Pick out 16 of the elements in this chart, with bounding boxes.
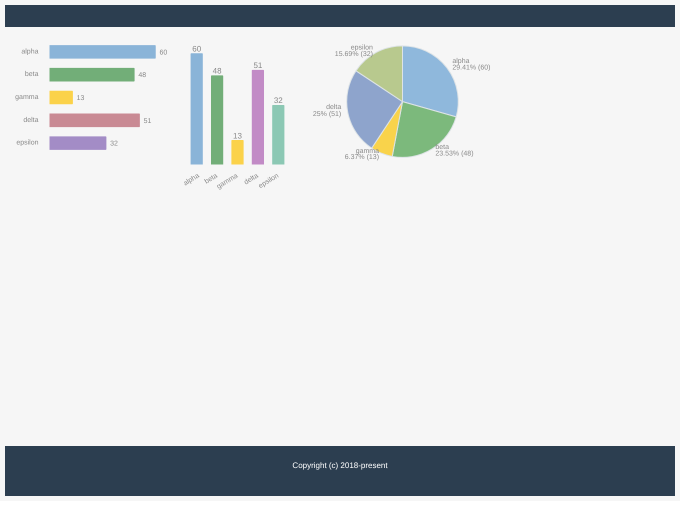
data-label: 13 [233,131,242,140]
data-label: 32 [274,96,284,106]
bar [50,45,156,59]
bar [190,53,203,164]
text: Copyright (c) 2018-present [292,460,388,472]
bar [50,90,73,104]
bar [231,140,244,164]
data-label: 51 [253,61,263,70]
bar [50,114,140,128]
bar [252,70,264,164]
bar [210,75,224,164]
data-label: 60 [192,44,202,54]
bar [50,136,106,150]
data-label: 48 [212,66,222,76]
bar [272,104,284,164]
bar [50,68,135,82]
